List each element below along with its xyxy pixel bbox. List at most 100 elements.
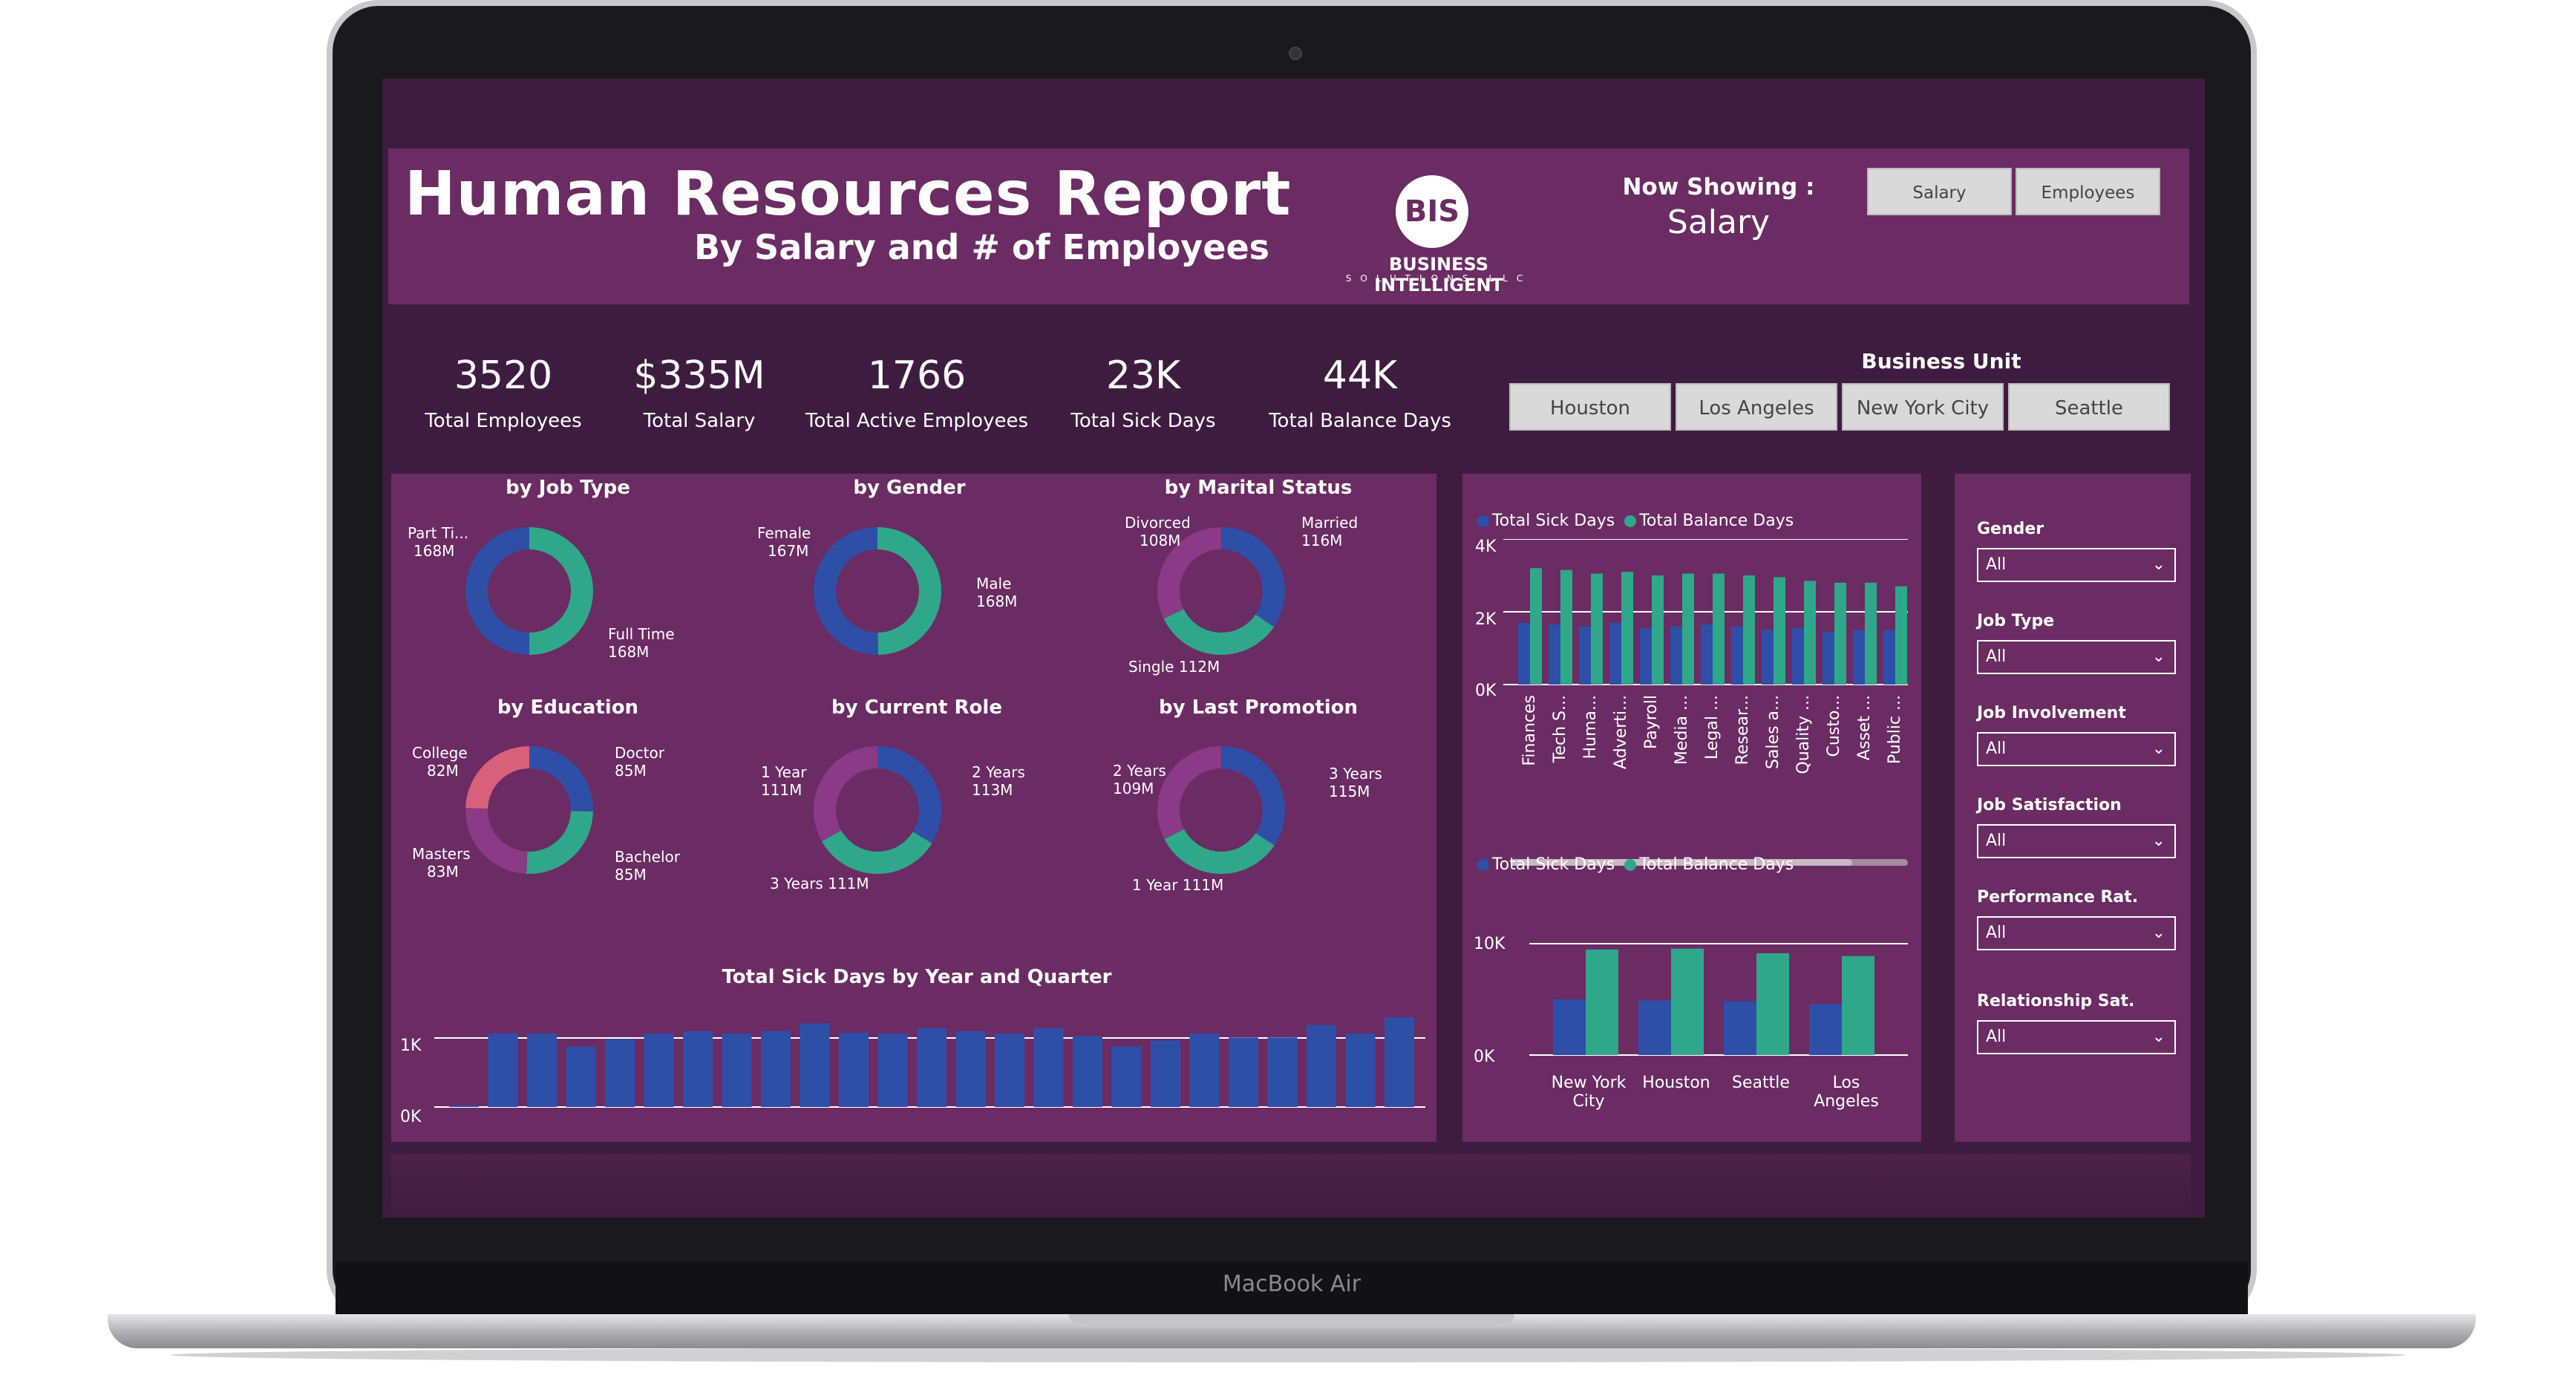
x-category: Asset ... xyxy=(1855,695,1874,760)
donut-slice[interactable] xyxy=(1221,527,1286,627)
bar-quarter-sick-days[interactable] xyxy=(488,1034,518,1107)
bar-balance-days[interactable] xyxy=(1621,572,1633,685)
bar-quarter-sick-days[interactable] xyxy=(1189,1034,1220,1107)
donut-slice[interactable] xyxy=(529,527,594,655)
bar-balance-days[interactable] xyxy=(1774,577,1785,685)
x-category: Los Angeles xyxy=(1814,1074,1879,1111)
bar-quarter-sick-days[interactable] xyxy=(1033,1028,1064,1107)
bu-houston-button[interactable]: Houston xyxy=(1509,383,1671,431)
bar-sick-days[interactable] xyxy=(1553,999,1586,1055)
bar-quarter-sick-days[interactable] xyxy=(995,1034,1024,1107)
bar-balance-days[interactable] xyxy=(1865,582,1877,685)
bar-sick-days[interactable] xyxy=(1724,1001,1756,1055)
donut-slice[interactable] xyxy=(877,746,941,843)
bu-new-york-city-button[interactable]: New York City xyxy=(1842,383,2004,431)
bu-seattle-button[interactable]: Seattle xyxy=(2008,383,2170,431)
bar-sick-days[interactable] xyxy=(1640,628,1652,685)
donut-slice[interactable] xyxy=(1164,829,1275,874)
bar-quarter-sick-days[interactable] xyxy=(761,1031,791,1107)
donut-slice[interactable] xyxy=(529,746,593,812)
bar-balance-days[interactable] xyxy=(1652,575,1664,685)
chart-legend: Total Sick Days Total Balance Days xyxy=(1477,512,1794,530)
bar-balance-days[interactable] xyxy=(1713,573,1725,685)
bar-balance-days[interactable] xyxy=(1586,949,1618,1055)
filter-relationship-dropdown[interactable]: All ⌄ xyxy=(1977,1020,2176,1054)
bar-quarter-sick-days[interactable] xyxy=(955,1031,986,1107)
bar-balance-days[interactable] xyxy=(1591,573,1603,685)
bar-quarter-sick-days[interactable] xyxy=(800,1023,830,1108)
bar-sick-days[interactable] xyxy=(1549,624,1560,685)
bar-sick-days[interactable] xyxy=(1670,626,1682,685)
filter-job-type-dropdown[interactable]: All ⌄ xyxy=(1977,640,2176,674)
bar-sick-days[interactable] xyxy=(1853,630,1865,685)
filter-job-involvement-dropdown[interactable]: All ⌄ xyxy=(1977,732,2176,766)
bar-quarter-sick-days[interactable] xyxy=(1151,1040,1180,1107)
donut-slice[interactable] xyxy=(822,830,932,874)
bar-balance-days[interactable] xyxy=(1804,581,1816,685)
bar-quarter-sick-days[interactable] xyxy=(722,1034,752,1107)
donut-label: Masters 83M xyxy=(412,845,471,881)
donut-slice[interactable] xyxy=(465,527,529,655)
salary-button[interactable]: Salary xyxy=(1867,168,2012,215)
chevron-down-icon: ⌄ xyxy=(2151,555,2165,574)
scrollbar-thumb[interactable] xyxy=(1511,859,1852,866)
donut-slice[interactable] xyxy=(465,808,528,874)
bar-sick-days[interactable] xyxy=(1638,1000,1671,1055)
bar-balance-days[interactable] xyxy=(1560,569,1572,685)
bar-balance-days[interactable] xyxy=(1834,582,1846,685)
donut-slice[interactable] xyxy=(1163,609,1275,655)
bar-quarter-sick-days[interactable] xyxy=(683,1031,713,1107)
bar-quarter-sick-days[interactable] xyxy=(1307,1025,1336,1107)
bar-balance-days[interactable] xyxy=(1743,575,1755,685)
bar-balance-days[interactable] xyxy=(1756,953,1789,1055)
bar-quarter-sick-days[interactable] xyxy=(605,1039,635,1107)
donut-slice[interactable] xyxy=(813,527,878,655)
bar-sick-days[interactable] xyxy=(1518,622,1530,685)
bar-quarter-sick-days[interactable] xyxy=(1229,1037,1258,1107)
sick-days-quarter-chart xyxy=(434,1017,1425,1108)
bar-quarter-sick-days[interactable] xyxy=(566,1046,596,1107)
bar-quarter-sick-days[interactable] xyxy=(449,1105,479,1107)
bar-balance-days[interactable] xyxy=(1842,956,1874,1055)
donut-slice[interactable] xyxy=(526,811,593,874)
bar-balance-days[interactable] xyxy=(1671,948,1704,1055)
bar-sick-days[interactable] xyxy=(1809,1004,1842,1055)
donut-slice[interactable] xyxy=(814,746,877,842)
bar-quarter-sick-days[interactable] xyxy=(917,1028,947,1107)
bar-quarter-sick-days[interactable] xyxy=(1111,1046,1142,1107)
bu-los-angeles-button[interactable]: Los Angeles xyxy=(1676,383,1837,431)
employees-button[interactable]: Employees xyxy=(2016,168,2160,215)
donut-slice[interactable] xyxy=(1221,746,1286,846)
bar-balance-days[interactable] xyxy=(1895,586,1907,685)
bar-quarter-sick-days[interactable] xyxy=(644,1034,674,1107)
bar-quarter-sick-days[interactable] xyxy=(877,1034,908,1107)
bar-quarter-sick-days[interactable] xyxy=(1267,1037,1298,1107)
bar-sick-days[interactable] xyxy=(1731,626,1743,685)
now-showing-label: Now Showing : xyxy=(1622,174,1815,200)
bar-sick-days[interactable] xyxy=(1609,622,1621,685)
donut-slice[interactable] xyxy=(465,746,529,809)
bar-sick-days[interactable] xyxy=(1792,628,1804,685)
filter-gender-dropdown[interactable]: All ⌄ xyxy=(1977,548,2176,582)
donut-slice[interactable] xyxy=(877,527,941,655)
bar-quarter-sick-days[interactable] xyxy=(1345,1034,1376,1107)
bar-sick-days[interactable] xyxy=(1701,624,1713,685)
filter-label-gender: Gender xyxy=(1977,520,2044,538)
bar-balance-days[interactable] xyxy=(1530,568,1542,685)
bar-sick-days[interactable] xyxy=(1762,630,1774,685)
x-category: Tech S... xyxy=(1551,695,1569,763)
donut-slice[interactable] xyxy=(1157,527,1221,619)
filter-performance-dropdown[interactable]: All ⌄ xyxy=(1977,916,2176,950)
kpi-value-total-employees: 3520 xyxy=(454,353,553,398)
bar-balance-days[interactable] xyxy=(1682,573,1694,685)
bar-sick-days[interactable] xyxy=(1883,630,1895,685)
bar-sick-days[interactable] xyxy=(1823,631,1834,685)
filter-job-satisfaction-dropdown[interactable]: All ⌄ xyxy=(1977,824,2176,858)
bar-quarter-sick-days[interactable] xyxy=(1385,1017,1414,1107)
donut-slice[interactable] xyxy=(1157,746,1221,840)
bar-quarter-sick-days[interactable] xyxy=(839,1033,869,1107)
bar-sick-days[interactable] xyxy=(1579,626,1591,685)
bar-quarter-sick-days[interactable] xyxy=(1073,1036,1102,1107)
bar-quarter-sick-days[interactable] xyxy=(527,1034,557,1107)
donut-label: Single 112M xyxy=(1128,658,1220,676)
